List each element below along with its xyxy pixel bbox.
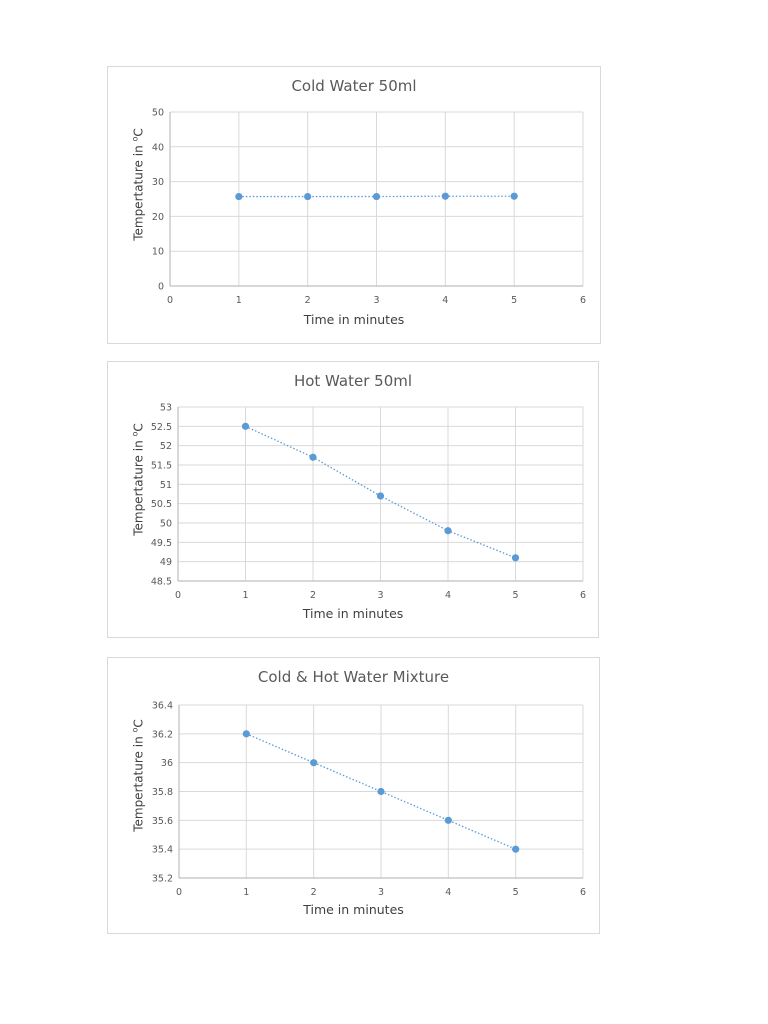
y-tick-label: 35.8 <box>152 787 173 798</box>
x-tick-label: 0 <box>175 590 181 601</box>
chart-title: Hot Water 50ml <box>293 372 413 390</box>
x-tick-label: 3 <box>373 295 379 306</box>
x-tick-label: 6 <box>580 295 586 306</box>
y-tick-label: 48.5 <box>151 577 172 588</box>
x-tick-label: 4 <box>445 590 451 601</box>
x-tick-label: 2 <box>311 887 317 898</box>
data-point-marker <box>441 192 449 200</box>
x-tick-label: 2 <box>305 295 311 306</box>
y-tick-label: 51.5 <box>151 461 172 472</box>
series-line <box>245 425 516 559</box>
x-axis-label: Time in minutes <box>303 312 405 327</box>
y-tick-label: 36.4 <box>152 701 173 712</box>
x-tick-label: 1 <box>243 887 249 898</box>
data-point-marker <box>241 422 250 430</box>
chart-title: Cold & Hot Water Mixture <box>257 668 450 686</box>
chart-cold-water: Cold Water 50ml Tempertature in oC 0 10 20… <box>107 66 601 344</box>
y-tick-label: 35.4 <box>152 845 173 856</box>
y-tick-label: 30 <box>152 177 164 188</box>
y-tick-label: 40 <box>152 142 164 153</box>
y-tick-label: 0 <box>158 282 164 293</box>
data-point-marker <box>512 845 520 853</box>
y-tick-label: 49.5 <box>151 538 172 549</box>
x-tick-label: 0 <box>167 295 173 306</box>
x-tick-label: 5 <box>512 590 518 601</box>
x-tick-label: 3 <box>377 590 383 601</box>
x-tick-label: 5 <box>513 887 519 898</box>
x-tick-label: 6 <box>580 887 586 898</box>
data-point-marker <box>510 192 518 200</box>
y-tick-label: 51 <box>160 480 172 491</box>
x-tick-label: 4 <box>442 295 448 306</box>
plot-area: 48.5 49 49.5 50 50.5 51 51.5 52 52.5 53 0 1 2 3 4 5 6 <box>151 403 586 602</box>
x-tick-label: 4 <box>445 887 451 898</box>
data-point-marker <box>444 527 452 535</box>
x-axis-label: Time in minutes <box>303 902 404 917</box>
data-point-marker <box>242 730 250 738</box>
y-tick-label: 10 <box>152 247 164 258</box>
data-point-marker <box>376 492 385 500</box>
y-tick-label: 20 <box>152 212 164 223</box>
chart-title: Cold Water 50ml <box>291 77 417 95</box>
data-point-marker <box>372 192 381 201</box>
x-tick-label: 1 <box>236 295 242 306</box>
x-tick-label: 5 <box>511 295 517 306</box>
y-tick-label: 52.5 <box>151 422 172 433</box>
y-tick-label: 35.6 <box>152 816 173 827</box>
data-point-marker <box>511 554 520 562</box>
data-point-marker <box>310 759 318 767</box>
y-tick-label: 36.2 <box>152 729 173 740</box>
y-tick-label: 50.5 <box>151 499 172 510</box>
y-tick-label: 35.2 <box>152 874 173 885</box>
data-point-marker <box>444 816 452 824</box>
y-tick-label: 52 <box>160 441 172 452</box>
chart-mixture: Cold & Hot Water Mixture Tempertature in… <box>107 657 600 934</box>
data-point-marker <box>377 787 385 796</box>
x-tick-label: 3 <box>378 887 384 898</box>
y-tick-label: 36 <box>161 758 173 769</box>
y-tick-label: 53 <box>160 403 172 414</box>
data-point-marker <box>304 192 312 201</box>
chart-hot-water: Hot Water 50ml Tempertature in oC 48.5 49… <box>107 361 599 638</box>
plot-area: 35.2 35.4 35.6 35.8 36 36.2 36.4 0 1 2 3 4 5 6 <box>152 701 586 899</box>
x-tick-label: 6 <box>580 590 586 601</box>
data-point-marker <box>235 192 243 201</box>
x-tick-label: 2 <box>310 590 316 601</box>
data-point-marker <box>309 453 317 461</box>
y-tick-label: 50 <box>160 519 172 530</box>
plot-area: 0 10 20 30 40 50 0 1 2 3 4 5 6 <box>152 108 586 307</box>
x-axis-label: Time in minutes <box>302 606 404 621</box>
x-tick-label: 1 <box>242 590 248 601</box>
y-tick-label: 49 <box>160 557 172 568</box>
x-tick-label: 0 <box>176 887 182 898</box>
y-tick-label: 50 <box>152 108 164 119</box>
